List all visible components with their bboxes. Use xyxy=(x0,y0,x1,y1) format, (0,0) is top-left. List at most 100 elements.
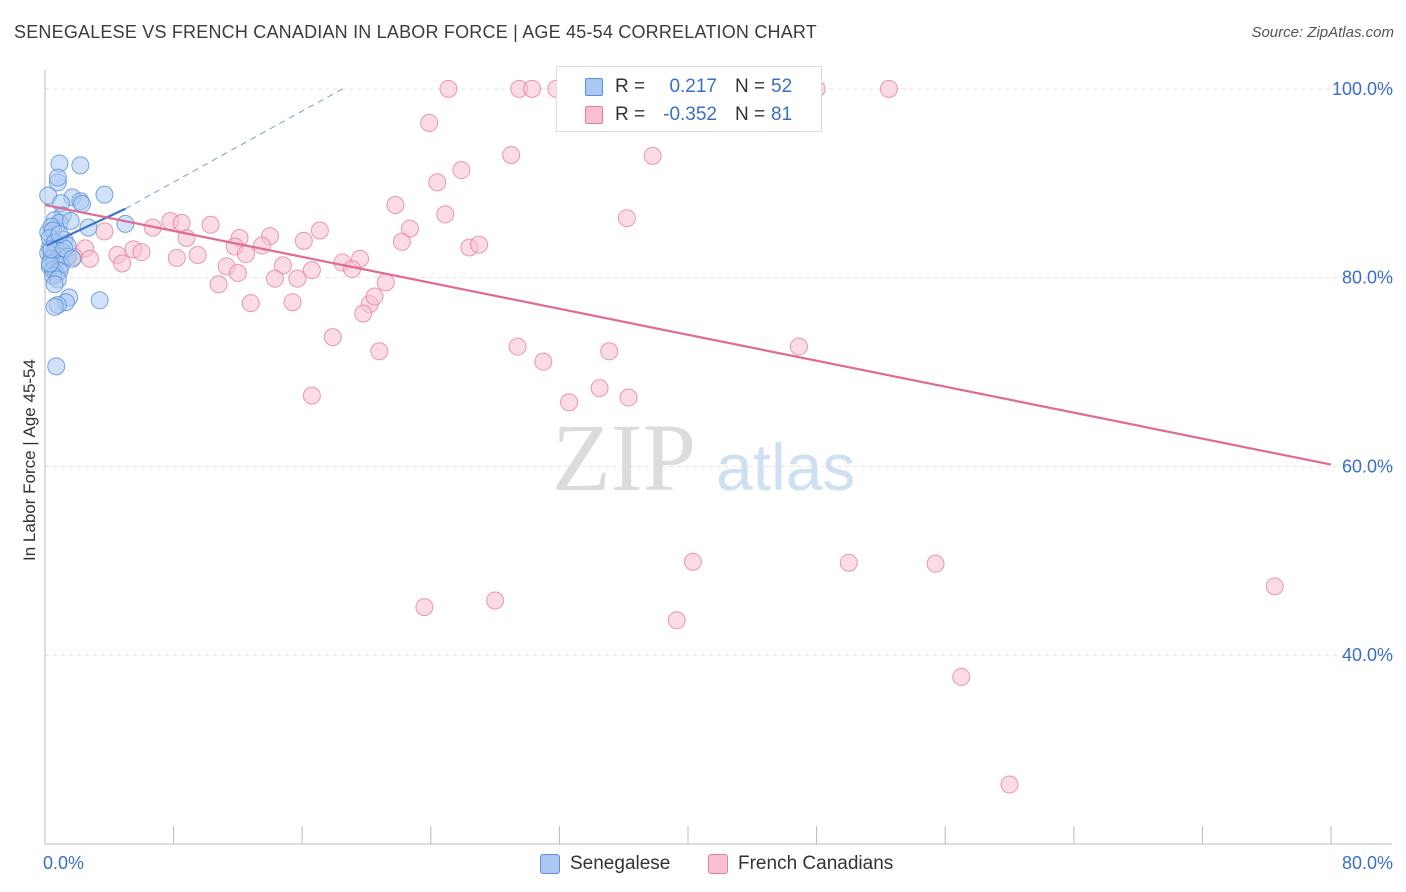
data-point xyxy=(288,269,307,288)
data-point xyxy=(188,246,207,265)
x-tick-label: 80.0% xyxy=(1342,853,1393,873)
legend-row-senegalese: R = 0.217 N = 52 xyxy=(557,73,821,101)
data-point xyxy=(523,79,542,98)
data-point xyxy=(113,254,132,273)
data-point xyxy=(253,236,272,255)
data-point xyxy=(302,386,321,405)
data-point xyxy=(365,287,384,306)
data-point xyxy=(172,213,191,232)
data-point xyxy=(400,219,419,238)
data-point xyxy=(45,275,64,294)
data-point xyxy=(926,554,945,573)
data-point xyxy=(839,553,858,572)
data-point xyxy=(81,249,100,268)
data-point xyxy=(370,342,389,361)
x-tick-label: 0.0% xyxy=(43,853,84,873)
data-point xyxy=(879,79,898,98)
trend-line-senegalese xyxy=(46,207,126,247)
legend-row-french-canadians: R = -0.352 N = 81 xyxy=(557,101,821,129)
data-point xyxy=(228,263,247,282)
source-label: Source: ZipAtlas.com xyxy=(1251,24,1394,41)
legend-label-french-canadians: French Canadians xyxy=(738,853,894,874)
data-point xyxy=(209,275,228,294)
legend-n-value: 52 xyxy=(771,76,793,97)
data-point xyxy=(95,185,114,204)
data-point xyxy=(323,328,342,347)
legend-r-label: R = xyxy=(615,76,646,97)
data-point xyxy=(392,232,411,251)
legend-n-value: 81 xyxy=(771,104,793,125)
legend-n-label: N = xyxy=(735,76,766,97)
data-point xyxy=(415,598,434,617)
data-point xyxy=(452,161,471,180)
grid-lines xyxy=(45,88,1392,656)
data-point xyxy=(590,379,609,398)
data-point xyxy=(283,293,302,312)
data-point xyxy=(71,156,90,175)
data-point xyxy=(95,222,114,241)
data-point xyxy=(486,591,505,610)
series-legend: Senegalese French Canadians xyxy=(0,850,1406,880)
data-point xyxy=(116,214,135,233)
axes xyxy=(44,70,1392,845)
data-point xyxy=(63,249,82,268)
data-point xyxy=(48,168,67,187)
trend-line-french-canadians xyxy=(44,203,1332,466)
data-point xyxy=(600,342,619,361)
trend-lines xyxy=(44,88,1332,466)
legend-swatch-french-canadians xyxy=(708,854,728,874)
y-axis-title-wrap: In Labor Force | Age 45-54 xyxy=(16,250,44,670)
data-point xyxy=(470,235,489,254)
data-point xyxy=(310,221,329,240)
data-point xyxy=(502,145,521,164)
data-point xyxy=(1000,775,1019,794)
data-point xyxy=(534,352,553,371)
watermark: ZIP atlas xyxy=(552,404,855,511)
data-point xyxy=(376,273,395,292)
chart-title: SENEGALESE VS FRENCH CANADIAN IN LABOR F… xyxy=(14,22,817,42)
data-point xyxy=(428,173,447,192)
data-point xyxy=(61,212,80,231)
data-point xyxy=(952,667,971,686)
data-point xyxy=(167,248,186,267)
data-point xyxy=(45,297,64,316)
data-point xyxy=(667,611,686,630)
data-point xyxy=(560,393,579,412)
y-tick-label: 60.0% xyxy=(1342,456,1393,476)
data-point xyxy=(265,269,284,288)
data-point xyxy=(789,337,808,356)
legend-n-label: N = xyxy=(735,104,766,125)
correlation-legend: R = 0.217 N = 52 R = -0.352 N = 81 xyxy=(556,66,822,132)
data-point xyxy=(617,209,636,228)
y-tick-label: 40.0% xyxy=(1342,645,1393,665)
data-point xyxy=(619,388,638,407)
data-point xyxy=(273,256,292,275)
data-point xyxy=(683,552,702,571)
data-point xyxy=(294,231,313,250)
legend-r-label: R = xyxy=(615,104,646,125)
legend-swatch-french-canadians xyxy=(585,106,603,124)
y-axis-title: In Labor Force | Age 45-54 xyxy=(20,359,39,561)
data-point xyxy=(201,215,220,234)
watermark-zip: ZIP xyxy=(552,404,696,511)
data-point xyxy=(90,291,109,310)
data-point xyxy=(508,337,527,356)
y-tick-label: 80.0% xyxy=(1342,268,1393,288)
legend-r-value: 0.217 xyxy=(669,76,717,97)
data-point xyxy=(302,261,321,280)
data-point xyxy=(132,243,151,262)
legend-r-value: -0.352 xyxy=(663,104,717,125)
data-point xyxy=(439,79,458,98)
legend-swatch-senegalese xyxy=(540,854,560,874)
data-point xyxy=(354,304,373,323)
data-point xyxy=(643,146,662,165)
legend-label-senegalese: Senegalese xyxy=(570,853,671,874)
data-point xyxy=(47,357,66,376)
data-point xyxy=(420,113,439,132)
data-point xyxy=(1265,577,1284,596)
legend-swatch-senegalese xyxy=(585,78,603,96)
data-point xyxy=(386,195,405,214)
tick-labels: 100.0% 80.0% 60.0% 40.0% 0.0% 80.0% xyxy=(43,79,1393,873)
data-point xyxy=(236,245,255,264)
